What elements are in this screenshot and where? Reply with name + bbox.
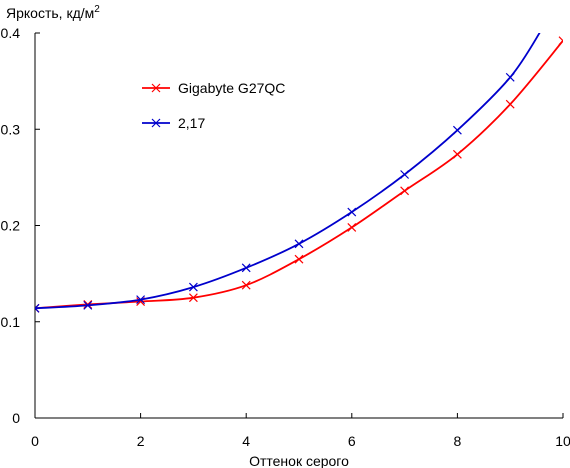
x-tick-label: 6 [348,433,356,449]
x-ticks: 0 2 4 6 8 10 [31,413,570,449]
legend-label: Gigabyte G27QC [178,80,285,96]
legend-label: 2,17 [178,115,205,131]
data-point-marker [188,282,198,292]
x-axis-title: Оттенок серого [249,453,349,468]
legend-item: Gigabyte G27QC [142,80,285,96]
data-point-marker [452,125,462,135]
data-point-marker [241,280,251,290]
data-point-marker [35,303,40,313]
data-point-marker [347,223,357,232]
x-tick-label: 4 [242,433,250,449]
legend-marker [151,83,161,93]
y-tick-label: 0.4 [1,25,21,41]
x-tick-label: 8 [454,433,462,449]
y-ticks: 0 0.1 0.2 0.3 0.4 [1,25,40,426]
data-point-marker [136,295,146,305]
data-point-marker [505,72,515,82]
x-tick-label: 10 [555,433,570,449]
data-point-marker [347,207,357,217]
y-axis-title-text: Яркость, кд/м [6,5,94,21]
data-point-marker [241,263,251,273]
x-tick-label: 2 [137,433,145,449]
series-layer [35,33,563,313]
y-axis-title-superscript: 2 [94,4,100,15]
data-point-marker [400,170,410,179]
data-point-marker [188,293,198,303]
data-point-marker [558,36,563,46]
data-point-marker [505,99,515,109]
y-tick-label: 0.3 [1,121,21,137]
data-point-marker [294,254,304,264]
series-1 [35,33,541,313]
legend-marker [151,118,161,128]
data-point-marker [452,149,462,159]
series-line [35,40,563,310]
legend: Gigabyte G27QC 2,17 [142,80,285,131]
data-point-marker [83,300,93,309]
data-point-marker [294,239,304,249]
legend-item: 2,17 [142,115,205,131]
series-line [35,33,541,310]
y-axis-title: Яркость, кд/м2 [6,4,100,21]
data-point-marker [400,186,410,196]
data-point-marker [83,300,93,310]
y-tick-label: 0.1 [1,314,21,330]
y-tick-label: 0 [12,410,20,426]
y-tick-label: 0.2 [1,218,21,234]
series-0 [35,36,563,313]
x-tick-label: 0 [31,433,39,449]
